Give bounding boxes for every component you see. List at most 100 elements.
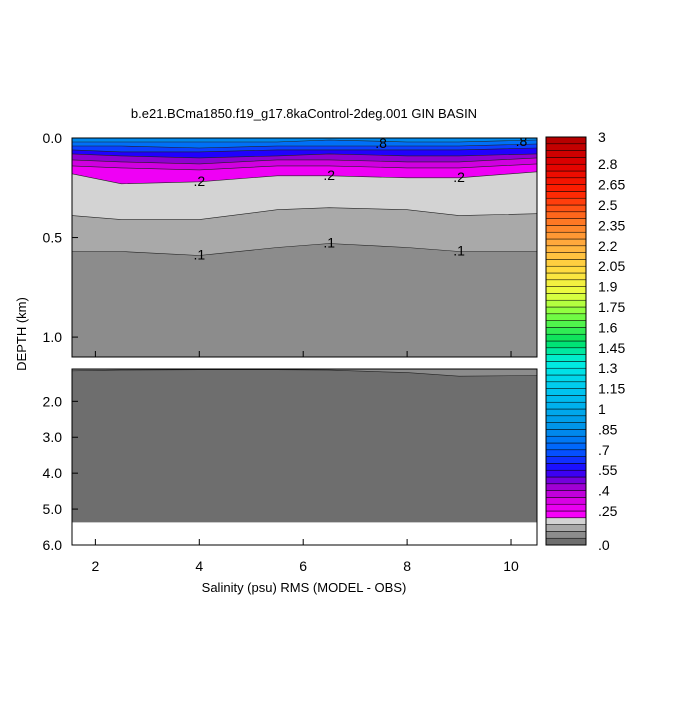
colorbar-box: [546, 504, 586, 511]
colorbar-label: 1.45: [598, 340, 625, 356]
colorbar-label: 2.8: [598, 156, 618, 172]
colorbar-box: [546, 144, 586, 151]
colorbar-box: [546, 185, 586, 192]
colorbar-box: [546, 321, 586, 328]
colorbar-box: [546, 225, 586, 232]
colorbar-box: [546, 239, 586, 246]
colorbar-box: [546, 525, 586, 532]
colorbar-box: [546, 361, 586, 368]
colorbar-box: [546, 307, 586, 314]
colorbar-box: [546, 518, 586, 525]
colorbar-label: 2.2: [598, 238, 618, 254]
colorbar-box: [546, 219, 586, 226]
colorbar-box: [546, 191, 586, 198]
colorbar-box: [546, 416, 586, 423]
colorbar-label: 2.35: [598, 217, 625, 233]
colorbar-box: [546, 151, 586, 158]
y-tick-label: 6.0: [43, 537, 63, 553]
colorbar-box: [546, 477, 586, 484]
colorbar-box: [546, 246, 586, 253]
y-tick-label: 2.0: [43, 393, 63, 409]
colorbar-box: [546, 368, 586, 375]
colorbar-label: .7: [598, 442, 610, 458]
colorbar-box: [546, 457, 586, 464]
contour-label: .8: [375, 135, 387, 151]
y-tick-label: 0.5: [43, 230, 63, 246]
colorbar-label: 1.9: [598, 279, 618, 295]
colorbar-box: [546, 463, 586, 470]
colorbar-box: [546, 355, 586, 362]
x-axis-label: Salinity (psu) RMS (MODEL - OBS): [202, 580, 407, 595]
colorbar-box: [546, 273, 586, 280]
x-tick-label: 2: [91, 558, 99, 574]
colorbar-label: 1.15: [598, 381, 625, 397]
colorbar-label: 2.5: [598, 197, 618, 213]
contour-label: .1: [453, 242, 465, 258]
colorbar-label: 1.3: [598, 360, 618, 376]
contour-label: .8: [516, 133, 528, 149]
sea-floor: [72, 522, 537, 545]
colorbar-box: [546, 348, 586, 355]
colorbar-box: [546, 205, 586, 212]
contour-label: .2: [453, 169, 465, 185]
colorbar-label: 1.6: [598, 319, 618, 335]
colorbar-label: 1: [598, 401, 606, 417]
x-tick-label: 6: [299, 558, 307, 574]
colorbar-box: [546, 164, 586, 171]
colorbar-box: [546, 450, 586, 457]
colorbar-label: .25: [598, 503, 618, 519]
colorbar-box: [546, 259, 586, 266]
colorbar-box: [546, 232, 586, 239]
colorbar-box: [546, 293, 586, 300]
y-axis-label: DEPTH (km): [14, 297, 29, 371]
colorbar-label: 1.75: [598, 299, 625, 315]
colorbar-box: [546, 484, 586, 491]
colorbar-label: .55: [598, 462, 618, 478]
y-tick-label: 4.0: [43, 465, 63, 481]
colorbar-box: [546, 429, 586, 436]
colorbar-box: [546, 314, 586, 321]
panel-background: [72, 369, 537, 545]
panel: [72, 330, 537, 545]
colorbar-box: [546, 280, 586, 287]
x-tick-label: 4: [195, 558, 203, 574]
colorbar-label: .4: [598, 483, 610, 499]
colorbar-box: [546, 300, 586, 307]
colorbar-box: [546, 443, 586, 450]
colorbar-box: [546, 171, 586, 178]
y-tick-label: 5.0: [43, 501, 63, 517]
colorbar-box: [546, 253, 586, 260]
colorbar-box: [546, 491, 586, 498]
contour-label: .2: [193, 173, 205, 189]
y-tick-label: 3.0: [43, 429, 63, 445]
colorbar-box: [546, 375, 586, 382]
colorbar-box: [546, 178, 586, 185]
colorbar-label: .0: [598, 537, 610, 553]
colorbar-box: [546, 212, 586, 219]
colorbar-box: [546, 497, 586, 504]
colorbar-box: [546, 511, 586, 518]
colorbar-box: [546, 157, 586, 164]
colorbar-box: [546, 436, 586, 443]
colorbar-label: 2.65: [598, 177, 625, 193]
colorbar-label: 2.05: [598, 258, 625, 274]
colorbar-box: [546, 409, 586, 416]
colorbar-box: [546, 327, 586, 334]
y-tick-label: 1.0: [43, 329, 63, 345]
x-tick-label: 8: [403, 558, 411, 574]
colorbar-box: [546, 341, 586, 348]
colorbar-box: [546, 538, 586, 545]
colorbar-box: [546, 334, 586, 341]
colorbar-label: 3: [598, 129, 606, 145]
colorbar-box: [546, 402, 586, 409]
colorbar-box: [546, 395, 586, 402]
colorbar-box: [546, 470, 586, 477]
x-tick-label: 10: [503, 558, 519, 574]
colorbar-box: [546, 198, 586, 205]
y-tick-label: 0.0: [43, 130, 63, 146]
contour-label: .1: [323, 235, 335, 251]
chart-title: b.e21.BCma1850.f19_g17.8kaControl-2deg.0…: [131, 106, 477, 121]
colorbar-box: [546, 389, 586, 396]
colorbar-box: [546, 382, 586, 389]
